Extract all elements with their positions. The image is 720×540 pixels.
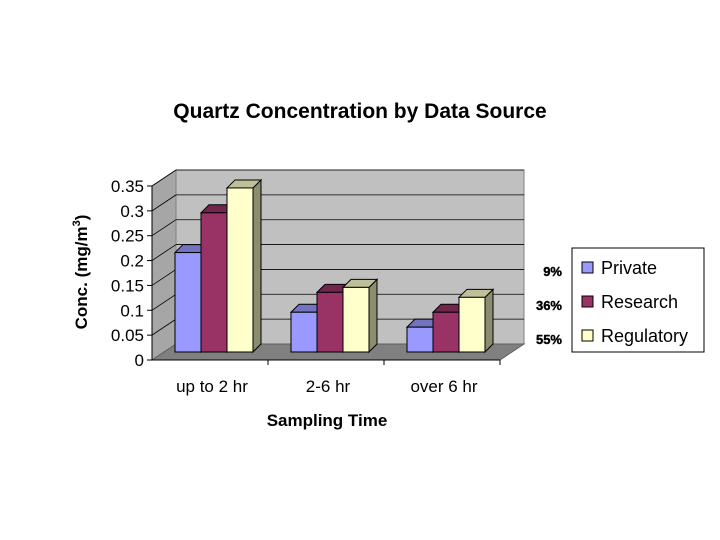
legend-swatch-regulatory <box>581 329 594 342</box>
legend-label-private: Private <box>601 258 657 278</box>
bar-front <box>316 291 344 353</box>
percent-label: 55% <box>536 332 562 347</box>
y-tick-label: 0.25 <box>111 227 144 246</box>
bar-regulatory-1 <box>341 278 379 354</box>
legend: Private Research Regulatory <box>571 247 705 353</box>
legend-label-research: Research <box>601 292 678 312</box>
x-tick-label: up to 2 hr <box>176 377 248 396</box>
y-tick-label: 0 <box>135 351 144 370</box>
bar-regulatory-2 <box>457 288 495 354</box>
bar-front <box>458 296 486 353</box>
legend-box <box>571 247 705 353</box>
plot-area: 0 0.05 0.1 0.15 0.2 0.25 0.3 0.35 up to 2 hr 2-6 … <box>111 169 526 396</box>
y-tick-label: 0.05 <box>111 326 144 345</box>
y-axis-title-superscript: 3 <box>71 220 83 226</box>
percent-label: 36% <box>536 298 562 313</box>
bar-side <box>484 288 494 354</box>
y-axis-title: Conc. (mg/m3) <box>71 215 91 330</box>
y-axis-title-main: Conc. (mg/m <box>72 226 91 329</box>
x-tick-label: over 6 hr <box>410 377 477 396</box>
plot-side-wall <box>151 169 177 361</box>
bar-front <box>342 286 370 353</box>
legend-label-regulatory: Regulatory <box>601 326 688 346</box>
gridline-side <box>151 219 177 237</box>
gridline-side <box>151 194 177 212</box>
y-tick-label: 0.3 <box>120 202 144 221</box>
chart-title: Quartz Concentration by Data Source <box>173 100 546 123</box>
bar-front <box>432 311 460 353</box>
bar-side <box>368 278 378 354</box>
y-tick-label: 0.2 <box>120 252 144 271</box>
gridline-side <box>151 293 177 311</box>
percent-annotations: 9% 36% 55% <box>536 264 563 347</box>
gridline-side <box>151 269 177 286</box>
bar-front <box>406 326 434 353</box>
bar-front <box>200 212 228 353</box>
bar-front <box>174 252 202 353</box>
gridline-side <box>151 318 177 336</box>
bar-regulatory-0 <box>225 178 263 354</box>
y-tick-label: 0.35 <box>111 177 144 196</box>
y-axis-title-suffix: ) <box>72 215 91 221</box>
y-tick-label: 0.15 <box>111 276 144 295</box>
gridline-side <box>151 244 177 261</box>
legend-swatch-private <box>581 261 594 274</box>
x-axis-title: Sampling Time <box>267 411 388 430</box>
bar-side <box>252 178 262 354</box>
x-tick-label: 2-6 hr <box>306 377 351 396</box>
bar-front <box>226 187 254 353</box>
bar-front <box>290 311 318 353</box>
legend-swatch-research <box>581 295 594 308</box>
y-tick-label: 0.1 <box>120 301 144 320</box>
gridline-side <box>151 169 177 187</box>
percent-label: 9% <box>543 264 562 279</box>
